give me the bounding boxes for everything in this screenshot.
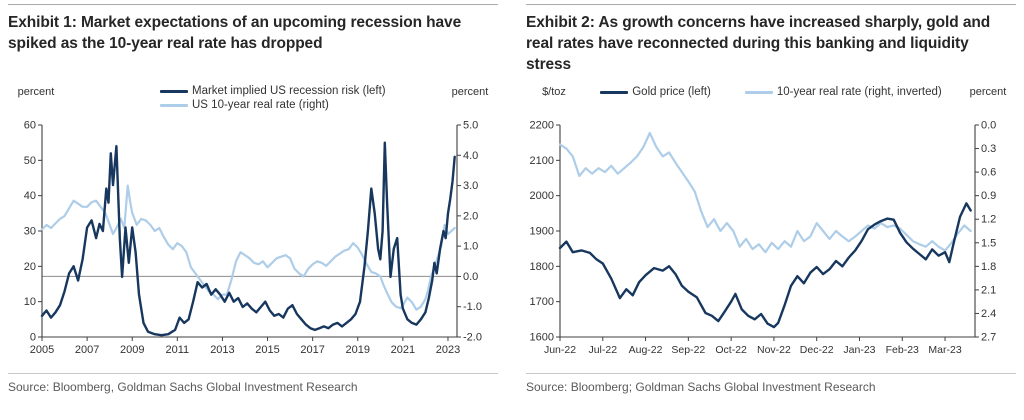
gold-price-real-rate-chart: 1600 1700 1800 1900 2000 2100 2200 0.0 0.3 0.6 0.9… — [530, 120, 997, 357]
x-axis-tick-label: Jan-23 — [843, 344, 875, 356]
x-axis-tick-label: Nov-22 — [757, 344, 791, 356]
series-line-secondary — [558, 131, 972, 254]
panel-top-rule — [526, 4, 1016, 5]
right-axis-tick-label: -2.0 — [463, 332, 482, 344]
legend-swatch — [744, 90, 773, 94]
right-axis-tick-label: 2.0 — [463, 210, 478, 222]
x-axis-tick-label: Aug-22 — [629, 344, 663, 356]
chart-legend: Gold price (left) 10-year real rate (righ… — [582, 85, 960, 98]
recession-risk-real-rate-chart: 0 10 20 30 40 50 60 -2.0 -1.0 0.0 1.0 2.0 3.0 4.0 5.0 2… — [24, 120, 482, 357]
left-axis-tick-label: 2100 — [530, 155, 554, 167]
series-line-secondary — [40, 184, 456, 311]
source-row: Source: Bloomberg; Goldman Sachs Global … — [526, 373, 1016, 394]
right-axis-tick-label: 0.3 — [981, 143, 996, 155]
right-axis-unit-label: percent — [451, 86, 489, 98]
x-axis-tick-label: Jul-22 — [588, 344, 617, 356]
source-note: Source: Bloomberg; Goldman Sachs Global … — [526, 380, 876, 394]
left-axis-tick-label: 2000 — [530, 190, 554, 202]
source-divider — [526, 373, 1016, 374]
legend-swatch — [160, 103, 188, 107]
exhibit-title: Exhibit 2: As growth concerns have incre… — [526, 14, 991, 73]
right-axis-tick-label: 1.8 — [981, 261, 996, 273]
exhibit-1-panel: Exhibit 1: Market expectations of an upc… — [8, 4, 498, 394]
x-axis-tick-label: 2007 — [75, 344, 99, 356]
legend-item: Market implied US recession risk (left) — [160, 85, 386, 97]
source-row: Source: Bloomberg, Goldman Sachs Global … — [8, 373, 498, 394]
legend-label: 10-year real rate (right, inverted) — [776, 86, 942, 98]
right-axis-unit-label: percent — [969, 86, 1007, 98]
x-axis-tick-label: 2009 — [120, 344, 144, 356]
exhibit-2-panel: Exhibit 2: As growth concerns have incre… — [526, 4, 1016, 394]
left-axis-tick-label: 10 — [24, 296, 36, 308]
x-axis-tick-label: 2011 — [165, 344, 189, 356]
left-axis-tick-label: 1700 — [530, 296, 554, 308]
source-note: Source: Bloomberg, Goldman Sachs Global … — [8, 380, 358, 394]
right-axis-tick-label: 2.4 — [981, 308, 996, 320]
x-axis-tick-label: Feb-23 — [886, 344, 919, 356]
x-axis-tick-label: Oct-22 — [715, 344, 747, 356]
left-axis-tick-label: 2200 — [530, 120, 554, 132]
legend-swatch — [160, 89, 188, 93]
left-axis-tick-label: 60 — [24, 120, 36, 132]
x-axis-tick-label: 2013 — [210, 344, 234, 356]
left-axis-unit-label: $/toz — [542, 86, 566, 98]
right-axis-tick-label: -1.0 — [463, 301, 482, 313]
right-axis-tick-label: 1.5 — [981, 237, 996, 249]
panel-top-rule — [8, 4, 498, 5]
axes: 0 10 20 30 40 50 60 -2.0 -1.0 0.0 1.0 2.0 3.0 4.0 5.0 2… — [24, 120, 482, 357]
left-axis-tick-label: 20 — [24, 261, 36, 273]
series-line-primary — [558, 202, 972, 329]
chart-header: percent Market implied US recession risk… — [8, 85, 498, 119]
left-axis-tick-label: 1800 — [530, 261, 554, 273]
legend-item: Gold price (left) — [600, 86, 711, 98]
right-axis-tick-label: 4.0 — [463, 150, 478, 162]
left-axis-tick-label: 40 — [24, 190, 36, 202]
right-axis-tick-label: 1.0 — [463, 241, 478, 253]
x-axis-tick-label: 2015 — [255, 344, 279, 356]
right-axis-tick-label: 3.0 — [463, 180, 478, 192]
legend-item: 10-year real rate (right, inverted) — [744, 86, 942, 98]
report-page: Exhibit 1: Market expectations of an upc… — [8, 4, 1016, 394]
legend-label: US 10-year real rate (right) — [192, 99, 329, 111]
chart-legend: Market implied US recession risk (left) U… — [64, 85, 442, 111]
legend-item: US 10-year real rate (right) — [160, 99, 329, 111]
axes: 1600 1700 1800 1900 2000 2100 2200 0.0 0.3 0.6 0.9… — [530, 120, 997, 357]
left-axis-tick-label: 1600 — [530, 332, 554, 344]
x-axis-tick-label: 2005 — [30, 344, 54, 356]
legend-swatch — [600, 90, 629, 94]
x-axis-tick-label: Dec-22 — [800, 344, 834, 356]
right-axis-tick-label: 0.0 — [981, 120, 996, 132]
x-axis-tick-label: 2017 — [300, 344, 324, 356]
right-axis-tick-label: 2.7 — [981, 332, 996, 344]
right-axis-tick-label: 0.0 — [463, 271, 478, 283]
left-axis-tick-label: 0 — [30, 332, 36, 344]
left-axis-tick-label: 1900 — [530, 226, 554, 238]
right-axis-tick-label: 0.6 — [981, 167, 996, 179]
right-axis-tick-label: 5.0 — [463, 120, 478, 132]
legend-label: Market implied US recession risk (left) — [192, 85, 386, 97]
left-axis-tick-label: 30 — [24, 226, 36, 238]
left-axis-tick-label: 50 — [24, 155, 36, 167]
source-divider — [8, 373, 498, 374]
left-axis-unit-label: percent — [17, 86, 55, 98]
x-axis-tick-label: Sep-22 — [671, 344, 705, 356]
right-axis-tick-label: 1.2 — [981, 214, 996, 226]
x-axis-tick-label: 2021 — [391, 344, 415, 356]
chart-header: $/toz Gold price (left) 10-year real rate… — [526, 85, 1016, 119]
x-axis-tick-label: 2019 — [346, 344, 370, 356]
x-axis-tick-label: 2023 — [436, 344, 460, 356]
series-line-primary — [40, 141, 456, 337]
right-axis-tick-label: 0.9 — [981, 190, 996, 202]
exhibit-title: Exhibit 1: Market expectations of an upc… — [8, 14, 462, 52]
legend-label: Gold price (left) — [632, 86, 711, 98]
x-axis-tick-label: Mar-23 — [928, 344, 961, 356]
x-axis-tick-label: Jun-22 — [544, 344, 576, 356]
right-axis-tick-label: 2.1 — [981, 284, 996, 296]
